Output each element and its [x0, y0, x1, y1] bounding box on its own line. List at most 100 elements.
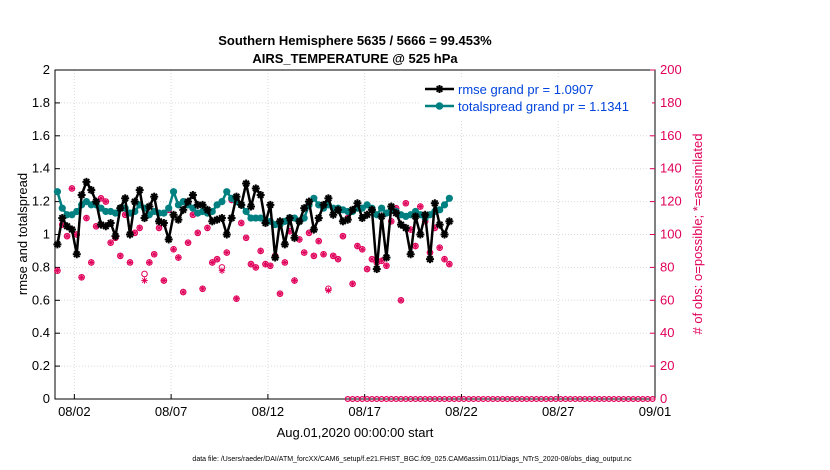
- rmse-point: [58, 214, 67, 223]
- x-tick-label: 08/27: [542, 404, 575, 419]
- rmse-point: [222, 230, 231, 239]
- rmse-point: [426, 255, 434, 264]
- y-tick-label-right: 200: [660, 62, 682, 77]
- obs-assimilated-point: [252, 264, 260, 271]
- rmse-point: [421, 210, 430, 219]
- obs-assimilated-point: [88, 259, 95, 266]
- legend-label-totalspread: totalspread grand pr = 1.1341: [458, 99, 629, 114]
- totalspread-point: [53, 188, 62, 196]
- obs-assimilated-point: [213, 255, 221, 263]
- rmse-point: [261, 218, 270, 227]
- obs-assimilated-point: [417, 203, 424, 210]
- obs-assimilated-point: [397, 297, 405, 304]
- obs-assimilated-point: [300, 249, 308, 256]
- obs-assimilated-point: [339, 232, 347, 240]
- x-tick-label: 08/07: [155, 404, 188, 419]
- rmse-point: [126, 230, 134, 239]
- y-tick-label-right: 120: [660, 194, 682, 209]
- obs-assimilated-point: [281, 259, 289, 266]
- obs-assimilated-point: [63, 232, 71, 240]
- x-tick-label: 08/22: [445, 404, 478, 419]
- rmse-point: [188, 191, 197, 200]
- obs-assimilated-point: [325, 287, 332, 294]
- rmse-point: [430, 199, 439, 208]
- totalspread-point: [189, 204, 197, 212]
- y-axis-label-left: rmse and totalspread: [15, 173, 30, 295]
- rmse-point: [411, 212, 420, 221]
- rmse-point: [401, 223, 410, 232]
- obs-assimilated-point: [141, 277, 148, 284]
- y-tick-label-left: 1.6: [32, 128, 50, 143]
- rmse-point: [106, 218, 115, 227]
- obs-assimilated-point: [107, 239, 114, 246]
- obs-assimilated-point: [378, 257, 385, 265]
- y-tick-label-left: 1.4: [32, 161, 50, 176]
- rmse-point: [198, 200, 207, 209]
- rmse-point: [92, 197, 101, 206]
- rmse-point: [246, 202, 255, 211]
- y-tick-label-right: 60: [660, 292, 674, 307]
- totalspread-point: [169, 188, 178, 196]
- rmse-point: [227, 214, 236, 223]
- rmse-point: [343, 215, 352, 224]
- y-axis-label-right: # of obs: o=possible; *=assimilated: [690, 134, 705, 335]
- y-tick-label-left: 2: [43, 62, 50, 77]
- rmse-point: [295, 217, 304, 226]
- rmse-point: [353, 199, 362, 208]
- obs-assimilated-point: [267, 262, 274, 269]
- rmse-point: [140, 214, 149, 223]
- y-tick-label-right: 140: [660, 161, 682, 176]
- totalspread-point: [160, 209, 168, 217]
- y-tick-label-right: 180: [660, 95, 682, 110]
- rmse-point: [242, 179, 251, 188]
- y-tick-label-right: 0: [660, 391, 667, 406]
- totalspread-point: [310, 194, 318, 202]
- obs-assimilated-point: [334, 255, 342, 263]
- rmse-point: [396, 220, 405, 229]
- obs-assimilated-point: [223, 249, 230, 256]
- y-tick-label-right: 100: [660, 227, 682, 242]
- legend-box: [420, 78, 652, 120]
- legend-label-rmse: rmse grand pr = 1.0907: [458, 82, 594, 97]
- x-tick-label: 09/01: [639, 404, 672, 419]
- obs-assimilated-point: [83, 214, 90, 222]
- rmse-point: [169, 210, 178, 219]
- y-tick-label-left: 1.8: [32, 95, 50, 110]
- obs-assimilated-point: [54, 267, 61, 274]
- y-tick-label-right: 80: [660, 259, 674, 274]
- rmse-point: [314, 214, 323, 223]
- rmse-point: [280, 240, 289, 249]
- rmse-point: [372, 265, 381, 274]
- rmse-point: [232, 192, 241, 201]
- obs-assimilated-point: [97, 195, 105, 202]
- rmse-point: [184, 197, 193, 206]
- rmse-point: [111, 232, 120, 241]
- obs-assimilated-point: [349, 280, 356, 288]
- obs-assimilated-point: [363, 265, 371, 273]
- obs-possible-point: [141, 270, 148, 278]
- rmse-point: [271, 253, 280, 262]
- obs-assimilated-point: [320, 251, 327, 258]
- y-tick-label-left: 1.2: [32, 194, 50, 209]
- obs-assimilated-point: [78, 274, 85, 281]
- obs-assimilated-point: [436, 244, 443, 251]
- rmse-point: [309, 225, 318, 234]
- rmse-line: [56, 178, 451, 270]
- obs-assimilated-point: [402, 200, 410, 207]
- y-tick-label-right: 160: [660, 128, 682, 143]
- rmse-point: [319, 200, 328, 209]
- obs-assimilated-point: [238, 219, 245, 227]
- rmse-point: [116, 204, 125, 213]
- rmse-point: [82, 177, 91, 186]
- chart-subtitle: AIRS_TEMPERATURE @ 525 hPa: [252, 51, 458, 66]
- rmse-point: [392, 209, 401, 218]
- obs-assimilated-point: [368, 255, 376, 263]
- obs-assimilated-point: [102, 198, 110, 205]
- totalspread-point: [378, 204, 386, 212]
- x-tick-label: 08/02: [58, 404, 91, 419]
- totalspread-point: [73, 207, 81, 216]
- totalspread-point: [165, 204, 173, 212]
- rmse-point: [53, 240, 62, 249]
- rmse-point: [251, 184, 260, 193]
- obs-assimilated-point: [441, 255, 448, 263]
